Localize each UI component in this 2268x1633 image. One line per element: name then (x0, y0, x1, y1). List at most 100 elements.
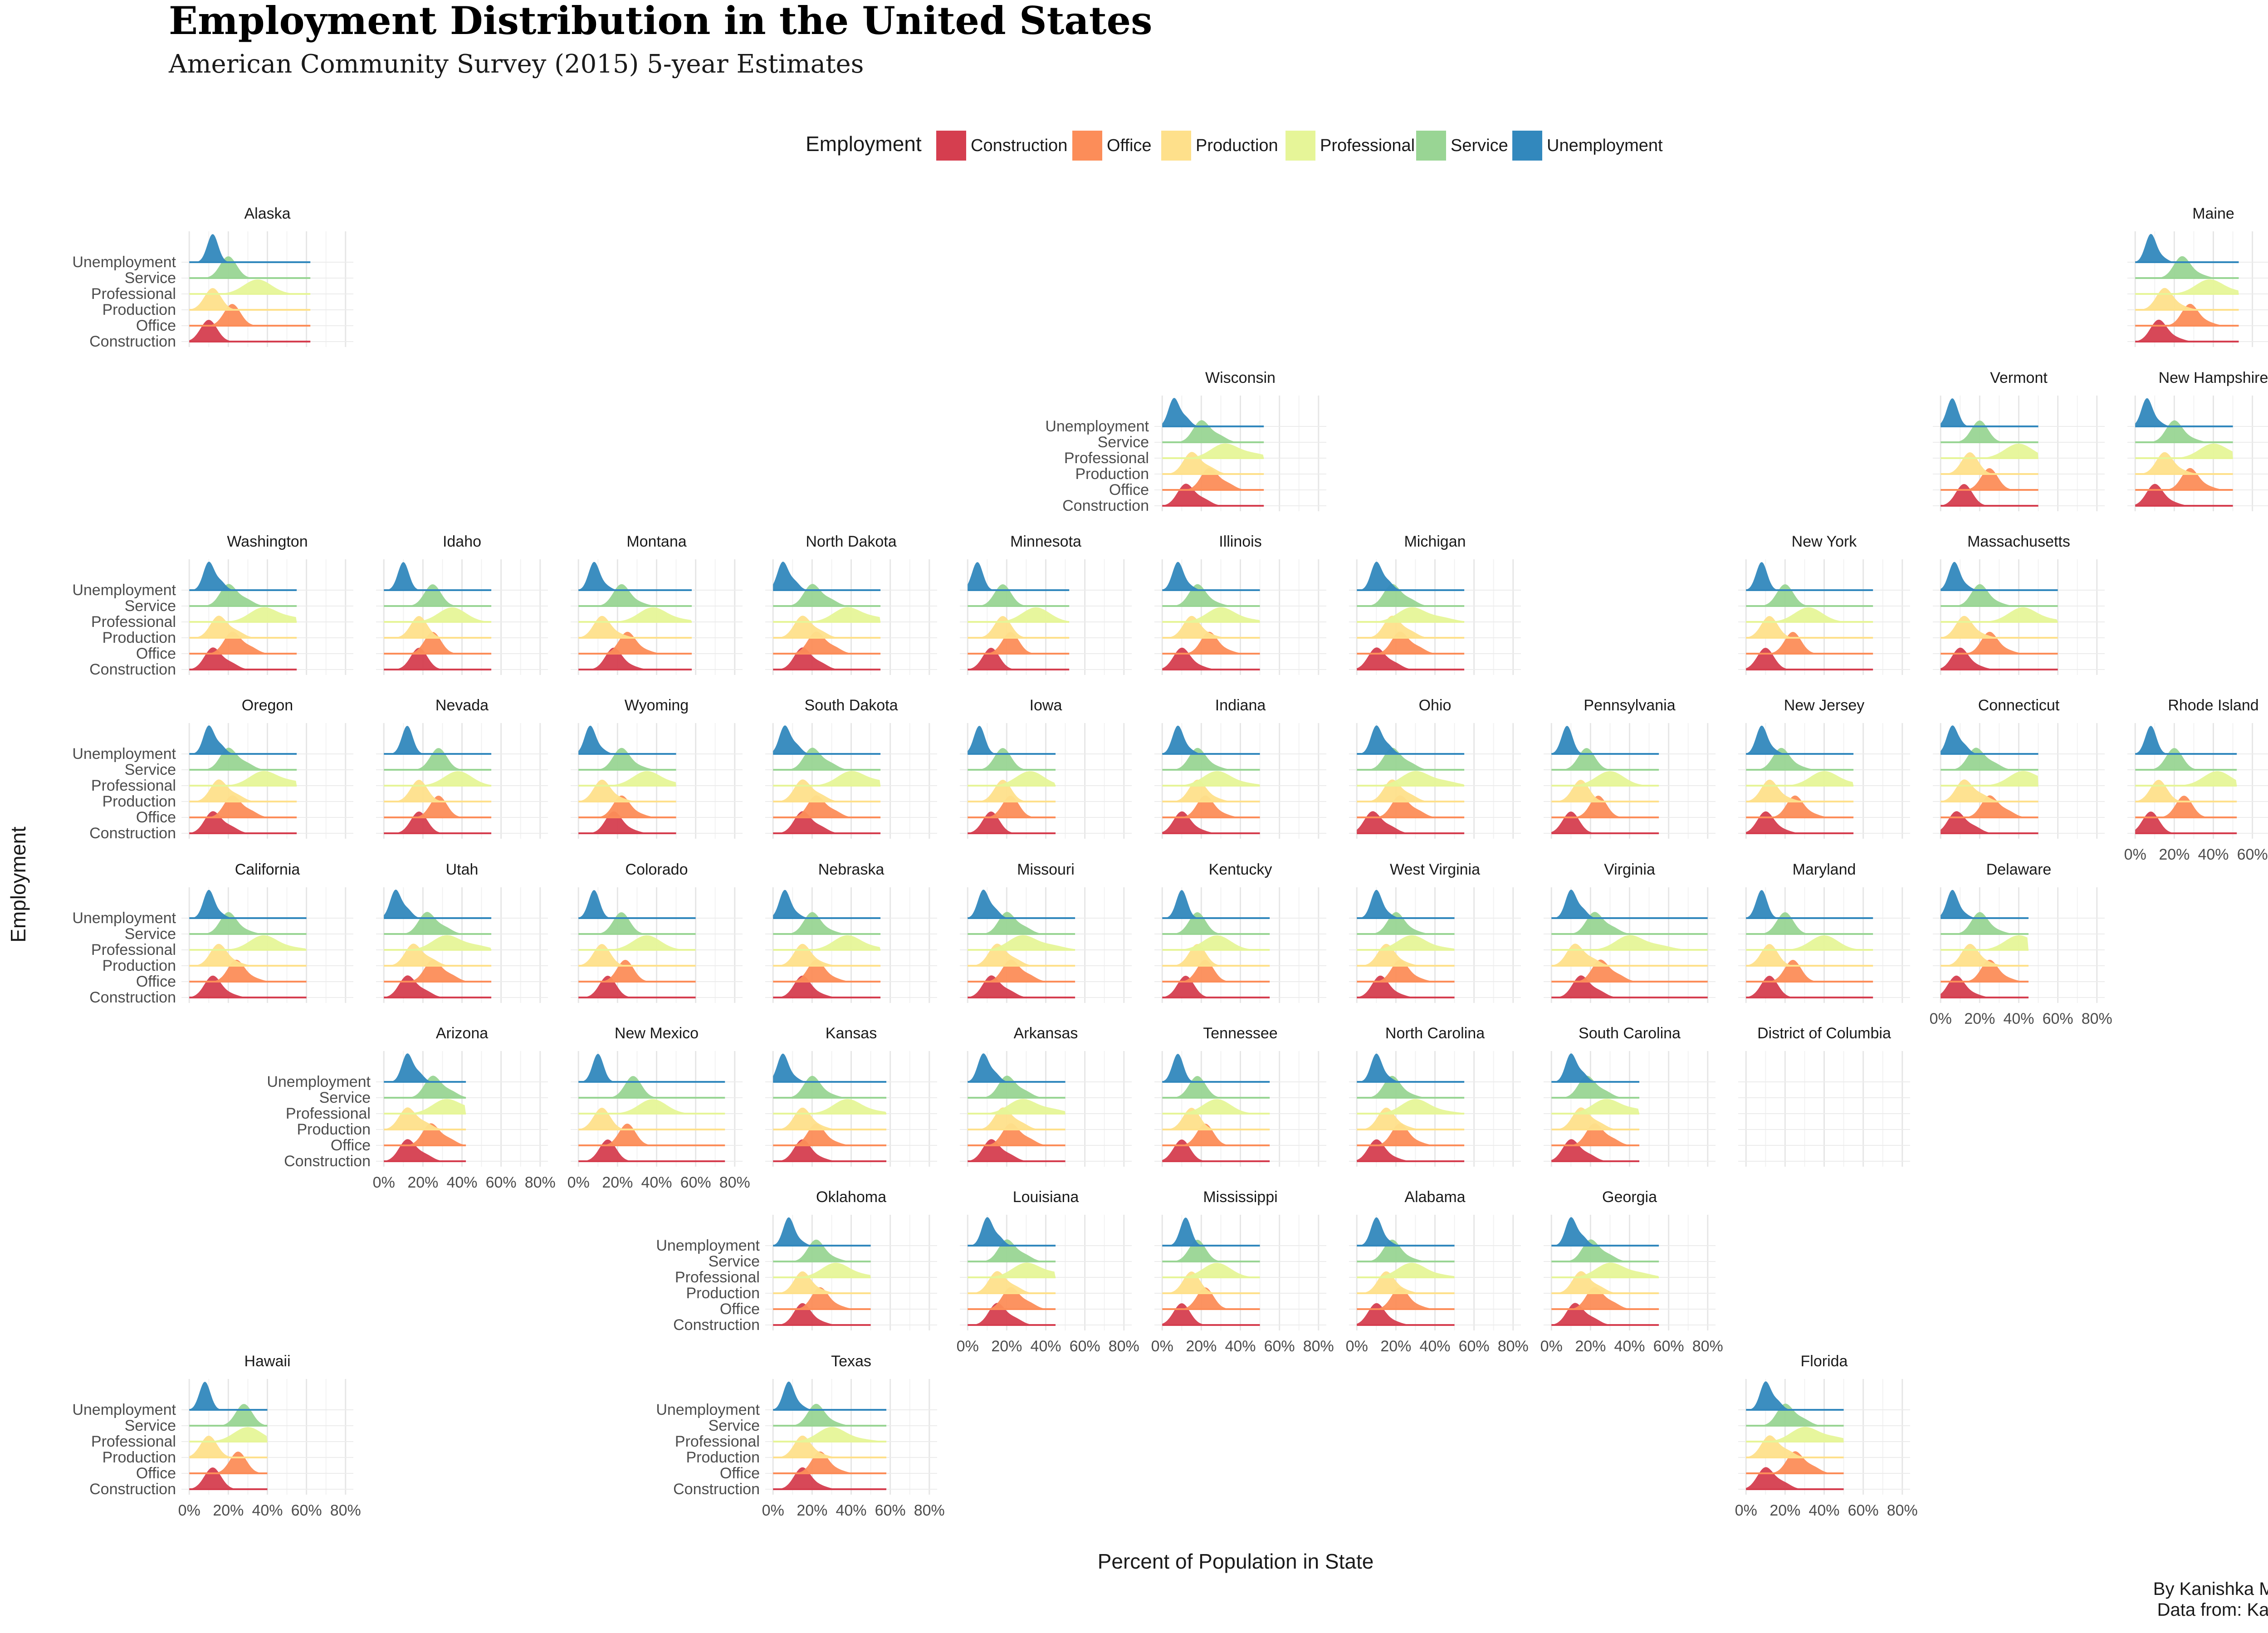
ridge-office (384, 1123, 466, 1145)
ridge-office (773, 1451, 886, 1473)
x-tick-label: 20% (213, 1502, 244, 1519)
y-tick-office: Office (1109, 481, 1149, 499)
ridge-unemployment (773, 1217, 871, 1246)
y-tick-service: Service (125, 597, 176, 615)
y-tick-service: Service (125, 269, 176, 287)
state-label: Arkansas (1014, 1025, 1078, 1042)
y-tick-service: Service (709, 1417, 760, 1434)
state-label: Hawaii (244, 1353, 290, 1370)
state-label: Nevada (435, 697, 489, 714)
state-label: Nebraska (818, 861, 885, 878)
ridge-unemployment (1941, 725, 2038, 754)
x-tick-label: 40% (1030, 1338, 1061, 1355)
state-panel-massachusetts: Massachusetts (1933, 533, 2105, 675)
ridge-production (189, 288, 311, 310)
y-tick-unemployment: Unemployment (72, 254, 176, 271)
ridge-production (968, 1271, 1056, 1293)
ridge-construction (384, 648, 492, 670)
state-label: Tennessee (1203, 1025, 1277, 1042)
legend-label-service: Service (1451, 136, 1508, 155)
y-tick-unemployment: Unemployment (72, 909, 176, 927)
ridge-office (773, 795, 881, 817)
ridge-professional (1551, 1262, 1659, 1277)
state-label: North Dakota (806, 533, 896, 550)
ridge-construction (1162, 1139, 1270, 1161)
state-panel-north-dakota: North Dakota (765, 533, 937, 675)
ridge-professional (1551, 1099, 1639, 1114)
ridge-service (1551, 748, 1659, 770)
ridge-professional (1551, 935, 1708, 950)
ridge-professional (1357, 1099, 1465, 1114)
ridge-unemployment (2135, 726, 2237, 754)
ridge-office (1162, 795, 1260, 817)
y-tick-professional: Professional (91, 613, 176, 631)
ridge-unemployment (773, 562, 881, 590)
x-tick-label: 20% (1380, 1338, 1411, 1355)
state-panel-montana: Montana (571, 533, 743, 675)
ridge-office (189, 959, 307, 982)
ridge-professional (1941, 771, 2038, 786)
state-label: Ohio (1419, 697, 1452, 714)
ridge-unemployment (968, 890, 1075, 918)
ridge-professional (1162, 1099, 1270, 1114)
ridge-office (189, 631, 297, 654)
ridge-service (1162, 1076, 1270, 1098)
ridge-production (1162, 944, 1270, 966)
x-tick-label: 20% (2159, 846, 2190, 863)
legend-label-production: Production (1196, 136, 1278, 155)
ridge-unemployment (189, 725, 297, 754)
ridge-unemployment (1162, 890, 1270, 918)
legend-label-construction: Construction (971, 136, 1067, 155)
ridge-unemployment (384, 562, 492, 590)
y-tick-professional: Professional (675, 1433, 760, 1450)
y-tick-office: Office (136, 973, 176, 990)
ridge-service (1746, 1403, 1844, 1426)
ridge-unemployment (968, 562, 1070, 590)
ridge-unemployment (1551, 1217, 1659, 1246)
ridge-office (1551, 1123, 1639, 1145)
ridge-service (1162, 748, 1260, 770)
ridge-construction (1746, 976, 1873, 997)
ridge-service (578, 584, 692, 606)
x-tick-label: 20% (797, 1502, 827, 1519)
state-panel-oklahoma: Oklahoma ConstructionOfficeProductionProf… (656, 1188, 937, 1334)
ridge-service (1746, 912, 1873, 934)
ridge-office (1357, 959, 1455, 982)
y-tick-unemployment: Unemployment (72, 1401, 176, 1418)
ridge-office (1162, 960, 1270, 982)
state-panel-indiana: Indiana (1154, 697, 1326, 839)
state-panel-nevada: Nevada (376, 697, 548, 839)
y-tick-production: Production (686, 1285, 760, 1302)
ridge-office (189, 304, 311, 326)
y-tick-construction: Construction (1062, 497, 1149, 514)
y-tick-unemployment: Unemployment (656, 1237, 760, 1254)
ridge-service (1357, 912, 1455, 934)
ridge-professional (968, 771, 1056, 786)
ridge-unemployment (773, 890, 881, 918)
x-tick-label: 0% (1735, 1502, 1757, 1519)
x-tick-label: 20% (1964, 1010, 1995, 1027)
ridge-unemployment (189, 562, 297, 590)
ridge-office (1551, 796, 1659, 817)
ridge-professional (1357, 935, 1455, 950)
ridge-unemployment (578, 890, 696, 918)
ridge-office (1746, 1451, 1844, 1473)
state-panel-west-virginia: West Virginia (1349, 861, 1521, 1003)
ridge-professional (1941, 444, 2038, 458)
ridge-professional (1162, 771, 1260, 786)
ridge-professional (2135, 771, 2237, 786)
x-tick-label: 80% (719, 1174, 750, 1191)
state-panel-michigan: Michigan (1349, 533, 1521, 675)
state-panel-hawaii: Hawaii ConstructionOfficeProductionProfes… (72, 1353, 361, 1519)
x-tick-label: 20% (602, 1174, 633, 1191)
ridge-unemployment (384, 890, 492, 918)
y-tick-construction: Construction (89, 825, 176, 842)
state-panel-florida: Florida 0% 20% 40% 60% 80% (1735, 1353, 1918, 1519)
ridge-professional (1162, 1263, 1260, 1277)
ridge-service (384, 1076, 466, 1098)
ridge-professional (773, 771, 881, 786)
ridge-office (578, 1124, 725, 1145)
state-panel-new-jersey: New Jersey (1738, 697, 1910, 839)
ridge-service (773, 912, 881, 934)
state-label: California (235, 861, 300, 878)
